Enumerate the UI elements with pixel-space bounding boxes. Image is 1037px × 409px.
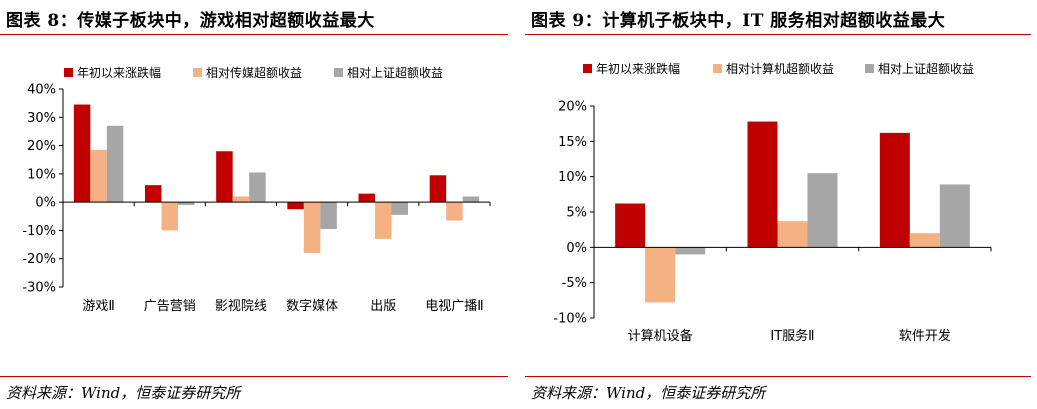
bar — [358, 193, 375, 203]
legend-label: 相对上证超额收益 — [878, 61, 974, 76]
figure-panel-8: 图表 8：传媒子板块中，游戏相对超额收益最大 年初以来涨跌幅 相对传媒超额收益 相对… — [0, 0, 512, 409]
category-label: 软件开发 — [899, 328, 951, 344]
y-tick-label: -30% — [22, 281, 56, 296]
y-tick-label: -10% — [22, 224, 56, 239]
bar — [462, 196, 480, 203]
legend-swatch — [193, 68, 202, 77]
y-tick-label: 5% — [566, 206, 587, 221]
legend-swatch — [713, 64, 722, 73]
legend-swatch — [64, 68, 73, 77]
bar — [232, 196, 250, 203]
category-label: 电视广播Ⅱ — [425, 299, 483, 314]
legend-label: 相对计算机超额收益 — [726, 61, 834, 76]
y-tick-label: 10% — [27, 167, 56, 182]
y-tick-label: 20% — [558, 100, 587, 115]
bar — [879, 132, 910, 248]
y-tick-label: -20% — [22, 252, 56, 267]
category-label: 出版 — [370, 299, 396, 314]
legend-swatch — [583, 64, 592, 73]
category-label: 广告营销 — [144, 299, 196, 314]
category-label: 数字媒体 — [286, 299, 338, 314]
bar — [675, 247, 706, 255]
bar — [320, 202, 337, 230]
figure-title: 图表 9：计算机子板块中，IT 服务相对超额收益最大 — [531, 11, 946, 31]
legend-swatch — [865, 64, 874, 73]
bar — [375, 202, 392, 239]
category-label: 游戏Ⅱ — [82, 299, 114, 314]
footer-rule — [0, 376, 508, 377]
figure-panel-9: 图表 9：计算机子板块中，IT 服务相对超额收益最大 年初以来涨跌幅 相对计算机超… — [525, 0, 1037, 409]
chart-sector-computer: 年初以来涨跌幅 相对计算机超额收益 相对上证超额收益 20% 15% 10% 5% 0% -5%… — [553, 61, 992, 344]
legend-label: 相对传媒超额收益 — [206, 65, 302, 80]
y-tick-label: -10% — [553, 312, 587, 327]
bar — [645, 247, 676, 303]
bar — [939, 184, 970, 248]
category-label: 影视院线 — [215, 299, 267, 314]
legend-label: 相对上证超额收益 — [347, 65, 443, 80]
bar — [145, 185, 162, 203]
bar — [73, 104, 91, 203]
y-tick-label: 20% — [27, 139, 56, 154]
category-label: 计算机设备 — [628, 328, 693, 344]
bar — [161, 202, 178, 231]
y-tick-label: 30% — [27, 111, 56, 126]
y-tick-label: 40% — [27, 83, 56, 98]
bar — [615, 203, 646, 248]
title-rule — [0, 34, 508, 35]
y-tick-label: -5% — [562, 276, 587, 291]
bar — [216, 151, 233, 203]
y-tick-label: 0% — [566, 241, 587, 256]
source-note: 资料来源：Wind，恒泰证券研究所 — [6, 384, 241, 402]
bar — [391, 202, 408, 215]
bar — [287, 202, 304, 210]
chart-sector-media: 年初以来涨跌幅 相对传媒超额收益 相对上证超额收益 40% 30% 20% 10% 0% -10… — [22, 65, 491, 314]
legend-label: 年初以来涨跌幅 — [77, 65, 161, 80]
legend-label: 年初以来涨跌幅 — [596, 61, 680, 76]
legend-swatch — [334, 68, 343, 77]
bar — [178, 202, 195, 205]
figure-title: 图表 8：传媒子板块中，游戏相对超额收益最大 — [6, 11, 375, 31]
bar — [446, 202, 463, 221]
footer-rule — [525, 376, 1031, 377]
category-label: IT服务Ⅱ — [770, 328, 814, 344]
y-tick-label: 0% — [35, 196, 56, 211]
bar — [429, 175, 447, 203]
y-tick-label: 15% — [558, 135, 587, 150]
bar — [249, 172, 266, 203]
bar — [807, 173, 838, 248]
source-note: 资料来源：Wind，恒泰证券研究所 — [531, 384, 766, 402]
bar — [90, 149, 107, 203]
title-rule — [525, 34, 1031, 35]
bar — [747, 121, 778, 248]
bar — [909, 233, 940, 248]
bar — [106, 125, 124, 203]
y-tick-label: 10% — [558, 170, 587, 185]
bar — [303, 202, 321, 254]
bar — [777, 221, 808, 248]
